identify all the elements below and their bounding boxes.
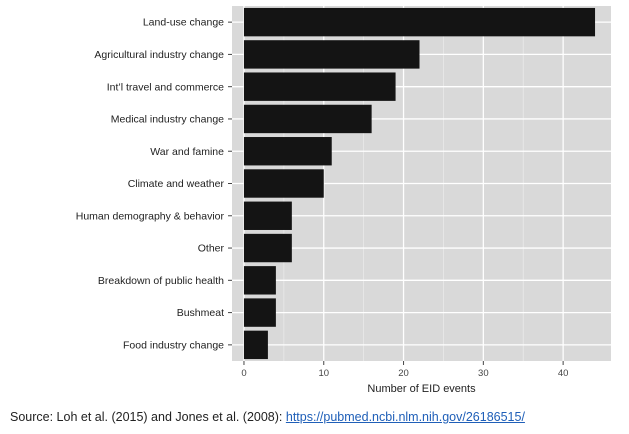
- bar: [243, 72, 396, 101]
- x-tick-label: 20: [398, 368, 409, 379]
- category-label: Int’l travel and commerce: [107, 81, 224, 93]
- source-link[interactable]: https://pubmed.ncbi.nlm.nih.gov/26186515…: [285, 410, 525, 424]
- x-tick-label: 30: [478, 368, 489, 379]
- category-label: Bushmeat: [177, 307, 224, 319]
- category-label: War and famine: [150, 146, 224, 158]
- bar: [243, 266, 276, 295]
- category-label: Land-use change: [143, 17, 224, 29]
- bar: [243, 233, 292, 263]
- bar: [243, 169, 324, 198]
- bar: [243, 7, 596, 37]
- category-label: Food industry change: [123, 339, 224, 351]
- category-labels: Land-use change Agricultural industry cha…: [76, 17, 232, 351]
- x-axis-title: Number of EID events: [367, 383, 476, 395]
- bar: [243, 201, 292, 230]
- x-tick-label: 10: [318, 368, 329, 379]
- category-label: Human demography & behavior: [76, 210, 225, 222]
- bars: [243, 7, 596, 360]
- source-citation: Source: Loh et al. (2015) and Jones et a…: [10, 410, 525, 424]
- bar: [243, 298, 276, 327]
- x-tick-label: 40: [558, 368, 569, 379]
- bar: [243, 40, 420, 69]
- category-label: Climate and weather: [128, 178, 225, 190]
- category-label: Breakdown of public health: [98, 275, 224, 287]
- category-label: Medical industry change: [111, 114, 224, 126]
- x-tick-label: 0: [241, 368, 246, 379]
- x-axis-ticks: 0 10 20 30 40: [241, 361, 568, 379]
- bar: [243, 330, 268, 360]
- category-label: Other: [198, 243, 225, 255]
- category-label: Agricultural industry change: [94, 49, 224, 61]
- source-text: Source: Loh et al. (2015) and Jones et a…: [10, 410, 286, 424]
- eid-drivers-chart: Land-use change Agricultural industry cha…: [76, 6, 611, 395]
- bar: [243, 104, 372, 134]
- bar: [243, 137, 332, 166]
